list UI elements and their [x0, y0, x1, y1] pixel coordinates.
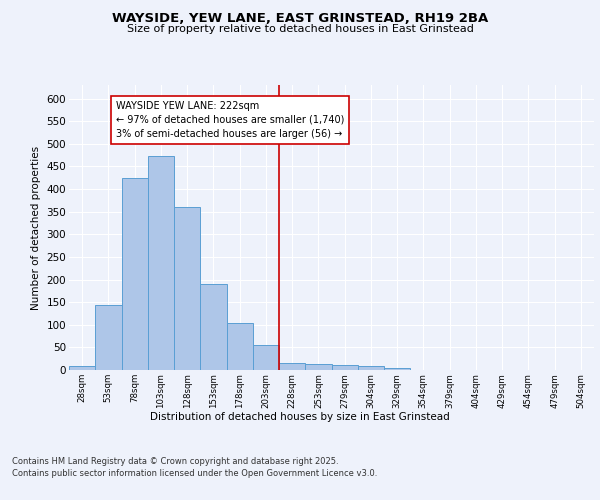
Text: Distribution of detached houses by size in East Grinstead: Distribution of detached houses by size … [150, 412, 450, 422]
Bar [69, 366, 95, 370]
Bar [305, 364, 331, 370]
Text: WAYSIDE, YEW LANE, EAST GRINSTEAD, RH19 2BA: WAYSIDE, YEW LANE, EAST GRINSTEAD, RH19 … [112, 12, 488, 26]
Text: WAYSIDE YEW LANE: 222sqm
← 97% of detached houses are smaller (1,740)
3% of semi: WAYSIDE YEW LANE: 222sqm ← 97% of detach… [116, 101, 344, 139]
Bar [279, 363, 305, 370]
Text: Contains public sector information licensed under the Open Government Licence v3: Contains public sector information licen… [12, 468, 377, 477]
Bar [95, 305, 121, 370]
Bar [121, 178, 148, 370]
Bar [331, 366, 358, 370]
Bar [227, 322, 253, 370]
Bar [253, 345, 279, 370]
Bar [174, 206, 200, 370]
Bar [358, 366, 384, 370]
Bar [200, 284, 227, 370]
Y-axis label: Number of detached properties: Number of detached properties [31, 146, 41, 310]
Text: Contains HM Land Registry data © Crown copyright and database right 2025.: Contains HM Land Registry data © Crown c… [12, 458, 338, 466]
Bar [384, 368, 410, 370]
Bar [148, 156, 174, 370]
Text: Size of property relative to detached houses in East Grinstead: Size of property relative to detached ho… [127, 24, 473, 34]
